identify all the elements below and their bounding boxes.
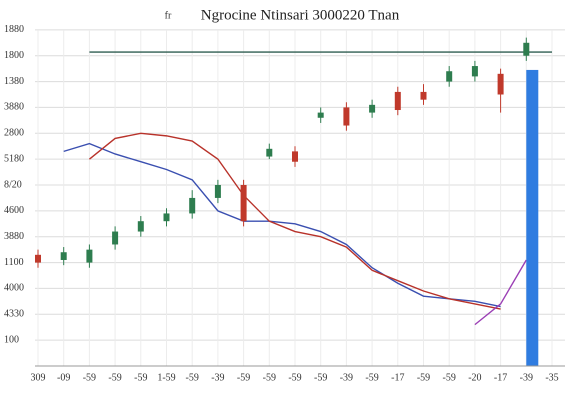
candle-body (163, 213, 170, 222)
x-tick-label: -20 (468, 372, 481, 383)
x-tick-label: -59 (314, 372, 327, 383)
candle-body (446, 71, 453, 82)
y-tick-label: 2800 (4, 128, 24, 139)
x-tick-label: -39 (340, 372, 353, 383)
line-series (63, 142, 501, 308)
y-tick-label: 4600 (4, 205, 24, 216)
x-tick-label: -09 (57, 372, 70, 383)
y-tick-label: 1380 (4, 76, 24, 87)
candle-body (35, 254, 41, 263)
x-tick-label: -59 (365, 372, 378, 383)
x-tick-label: 1-59 (157, 372, 175, 383)
x-tick-label: -59 (186, 372, 199, 383)
candle-body (394, 91, 401, 111)
y-tick-label: 3880 (4, 102, 24, 113)
candle-body (369, 104, 376, 113)
y-tick-label: 5180 (4, 153, 24, 164)
candle-body (343, 107, 350, 126)
y-tick-label: 4330 (4, 309, 24, 320)
candle-body (112, 231, 119, 245)
candle-body (497, 73, 504, 95)
x-tick-label: -59 (263, 372, 276, 383)
x-tick-label: -59 (443, 372, 456, 383)
y-tick-label: 1800 (4, 50, 24, 61)
candle-body (189, 197, 196, 214)
x-tick-label: -39 (520, 372, 533, 383)
y-tick-label: 3880 (4, 231, 24, 242)
x-tick-label: 309 (31, 372, 46, 383)
chart-title: Ngrocine Ntinsari 3000220 Tnan (201, 7, 400, 23)
x-tick-label: -59 (83, 372, 96, 383)
candle-body (471, 66, 478, 77)
candle-body (240, 185, 247, 222)
grid (35, 29, 565, 366)
marks (35, 37, 552, 366)
line-series (88, 132, 501, 310)
line-series (474, 259, 527, 326)
y-tick-label: 1100 (4, 257, 24, 268)
y-tick-label: 8/20 (4, 179, 22, 190)
x-tick-label: -35 (545, 372, 558, 383)
x-tick-label: -17 (494, 372, 507, 383)
candle-body (292, 151, 298, 162)
bar (526, 69, 539, 366)
candle-body (60, 252, 67, 260)
candle-body (420, 91, 427, 100)
candle-body (137, 221, 144, 232)
x-tick-label: -59 (134, 372, 147, 383)
chart-subtitle: fr (165, 10, 172, 21)
candle-body (266, 148, 273, 157)
candle-body (214, 185, 221, 198)
y-tick-label: 4000 (4, 283, 24, 294)
y-tick-label: 100 (4, 334, 19, 345)
candle-body (86, 249, 93, 263)
x-tick-label: -17 (391, 372, 404, 383)
x-tick-label: -59 (288, 372, 301, 383)
y-tick-label: 1880 (4, 24, 24, 35)
x-tick-label: -59 (108, 372, 121, 383)
candle-body (317, 112, 324, 118)
x-tick-label: -39 (211, 372, 224, 383)
x-tick-label: -59 (417, 372, 430, 383)
candle-body (523, 42, 530, 56)
x-tick-label: -59 (237, 372, 250, 383)
